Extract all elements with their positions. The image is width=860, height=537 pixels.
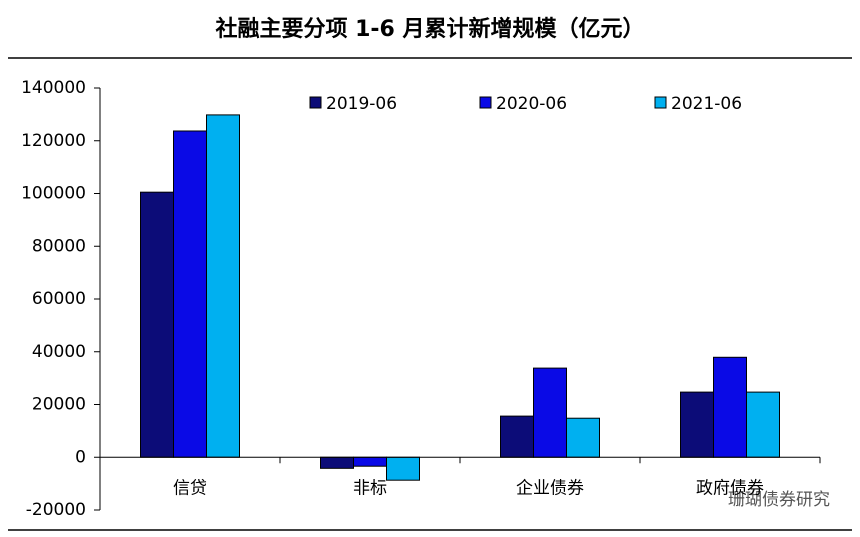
bar <box>206 114 240 458</box>
y-tick-label: 120000 <box>21 131 86 151</box>
legend-label: 2019-06 <box>326 94 397 114</box>
y-tick-label: 60000 <box>32 289 86 309</box>
bar <box>140 191 174 458</box>
bar <box>500 415 534 458</box>
y-tick-label: 0 <box>75 447 86 467</box>
bar <box>533 367 567 458</box>
chart-title: 社融主要分项 1-6 月累计新增规模（亿元） <box>215 16 644 42</box>
y-tick-label: -20000 <box>26 500 86 520</box>
y-tick-label: 40000 <box>32 342 86 362</box>
bar <box>680 391 714 458</box>
legend-swatch <box>654 96 667 109</box>
bar <box>386 456 420 481</box>
watermark: 珊瑚债券研究 <box>728 490 830 510</box>
bar <box>173 130 207 458</box>
x-tick-label: 非标 <box>353 478 387 498</box>
x-tick-label: 信贷 <box>173 478 207 498</box>
y-tick-label: 140000 <box>21 78 86 98</box>
legend-label: 2020-06 <box>496 94 567 114</box>
x-tick-label: 企业债券 <box>516 478 584 498</box>
bar <box>566 417 600 458</box>
y-tick-label: 100000 <box>21 184 86 204</box>
legend-swatch <box>309 96 322 109</box>
x-tick-label: 政府债券 <box>696 478 764 498</box>
legend-label: 2021-06 <box>671 94 742 114</box>
bar <box>746 391 780 458</box>
bar <box>353 456 387 467</box>
bar <box>713 356 747 458</box>
bar <box>320 456 354 469</box>
y-tick-label: 80000 <box>32 236 86 256</box>
legend-swatch <box>479 96 492 109</box>
y-tick-label: 20000 <box>32 395 86 415</box>
